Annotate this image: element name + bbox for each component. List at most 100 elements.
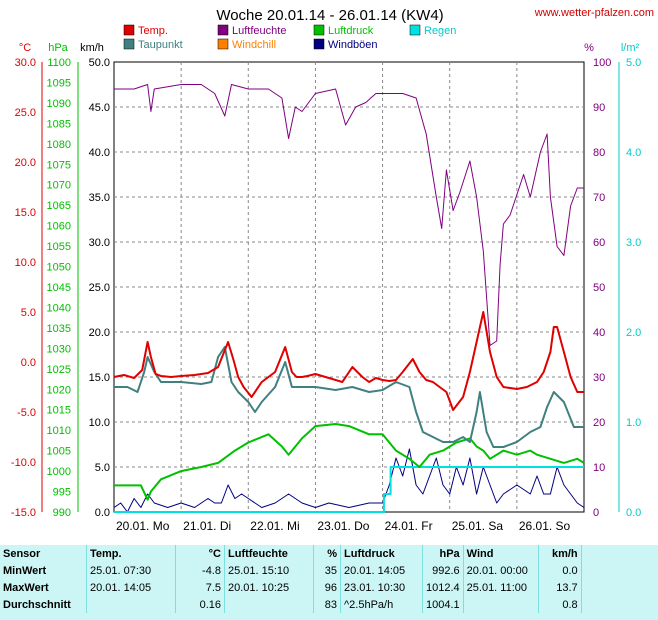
pressure-avg-value: 1004.1 [422,596,464,613]
humidity-tick-label: 20 [593,417,605,429]
pressure-tick-label: 1025 [47,364,71,376]
stats-header-temp-unit: °C [175,545,225,562]
legend-swatch [217,38,229,50]
chart-legend: Temp. Luftfeuchte Luftdruck Regen Taupunkt Wi… [123,24,456,51]
stats-header-row: Sensor Temp. °C Luftfeuchte % Luftdruck … [0,545,582,562]
pressure-tick-label: 990 [53,507,71,519]
pressure-tick-label: 1060 [47,221,71,233]
legend-label: Taupunkt [138,39,183,51]
series-line-taupunkt [114,346,584,448]
temp-tick-label: 15.0 [15,207,36,219]
legend-label: Luftdruck [328,25,374,37]
legend-swatch [123,38,135,50]
wind-max-time: 25.01. 11:00 [463,579,539,596]
humidity-tick-label: 50 [593,282,605,294]
pressure-tick-label: 1100 [47,57,71,69]
wind-tick-label: 50.0 [89,57,110,69]
x-axis-day-label: 24.01. Fr [385,519,433,533]
wind-tick-label: 45.0 [89,102,110,114]
statistics-panel: Sensor Temp. °C Luftfeuchte % Luftdruck … [0,545,658,620]
temp-tick-label: 5.0 [21,307,36,319]
wind-tick-label: 0.0 [95,507,110,519]
rain-unit-label: l/m² [621,42,640,54]
humidity-unit-label: % [584,42,594,54]
stats-row-max: MaxWert 20.01. 14:05 7.5 20.01. 10:25 96… [0,579,582,596]
stats-header-pressure-unit: hPa [422,545,464,562]
legend-label: Windböen [328,39,378,51]
wind-tick-label: 40.0 [89,147,110,159]
temp-tick-label: -5.0 [17,407,36,419]
stats-row-label: Durchschnitt [0,596,87,613]
wind-tick-label: 15.0 [89,372,110,384]
stats-row-label: MinWert [0,562,87,579]
pressure-tick-label: 995 [53,487,71,499]
x-axis-day-label: 26.01. So [519,519,571,533]
temp-tick-label: 20.0 [15,157,36,169]
legend-swatch [123,24,135,36]
pressure-min-time: 20.01. 14:05 [340,562,423,579]
humidity-tick-label: 80 [593,147,605,159]
humidity-avg-time [224,596,314,613]
temp-unit-label: °C [19,42,31,54]
wind-tick-label: 30.0 [89,237,110,249]
plot-grid [114,62,584,512]
stats-header-pressure: Luftdruck [340,545,423,562]
rain-tick-label: 0.0 [626,507,641,519]
humidity-avg-value: 83 [313,596,341,613]
series-line-temp [113,311,584,411]
humidity-tick-label: 30 [593,372,605,384]
legend-label: Temp. [138,25,168,37]
wind-avg-time [463,596,539,613]
pressure-tick-label: 1015 [47,405,71,417]
wind-tick-label: 10.0 [89,417,110,429]
legend-swatch [313,38,325,50]
humidity-min-value: 35 [313,562,341,579]
temp-tick-label: 25.0 [15,107,36,119]
wind-unit-label: km/h [80,42,104,54]
x-axis-day-label: 22.01. Mi [250,519,299,533]
stats-header-wind-unit: km/h [538,545,582,562]
pressure-tick-label: 1095 [47,77,71,89]
wind-tick-label: 5.0 [95,462,110,474]
pressure-tick-label: 1040 [47,302,71,314]
humidity-tick-label: 100 [593,57,611,69]
wind-tick-label: 25.0 [89,282,110,294]
series-line-windben [113,448,585,513]
temp-tick-label: 0.0 [21,357,36,369]
pressure-tick-label: 1035 [47,323,71,335]
temp-min-time: 25.01. 07:30 [86,562,176,579]
temp-tick-label: -10.0 [11,457,36,469]
website-link[interactable]: www.wetter-pfalzen.com [534,7,654,19]
series-line-luftfeuchte [114,84,584,346]
temp-tick-label: 10.0 [15,257,36,269]
x-axis-day-label: 20.01. Mo [116,519,170,533]
rain-tick-label: 2.0 [626,327,641,339]
humidity-tick-label: 40 [593,327,605,339]
pressure-tick-label: 1050 [47,262,71,274]
pressure-unit-label: hPa [48,42,68,54]
statistics-table: Sensor Temp. °C Luftfeuchte % Luftdruck … [0,545,582,613]
temp-tick-label: 30.0 [15,57,36,69]
stats-row-average: Durchschnitt 0.16 83 ^2.5hPa/h 1004.1 0.… [0,596,582,613]
humidity-max-time: 20.01. 10:25 [224,579,314,596]
pressure-tick-label: 1000 [47,466,71,478]
stats-header-humidity: Luftfeuchte [224,545,314,562]
pressure-tick-label: 1005 [47,446,71,458]
humidity-tick-label: 70 [593,192,605,204]
humidity-tick-label: 60 [593,237,605,249]
wind-max-value: 13.7 [538,579,582,596]
temp-avg-value: 0.16 [175,596,225,613]
humidity-tick-label: 90 [593,102,605,114]
temp-max-value: 7.5 [175,579,225,596]
axis-unit-labels: °C hPa km/h% l/m² [19,42,640,54]
wind-min-value: 0.0 [538,562,582,579]
rain-tick-label: 4.0 [626,147,641,159]
pressure-max-time: 23.01. 10:30 [340,579,423,596]
pressure-max-value: 1012.4 [422,579,464,596]
pressure-min-value: 992.6 [422,562,464,579]
stats-header-sensor: Sensor [0,545,87,562]
wind-tick-label: 35.0 [89,192,110,204]
stats-header-temp: Temp. [86,545,176,562]
rain-tick-label: 5.0 [626,57,641,69]
series-line-luftdruck [114,423,585,501]
